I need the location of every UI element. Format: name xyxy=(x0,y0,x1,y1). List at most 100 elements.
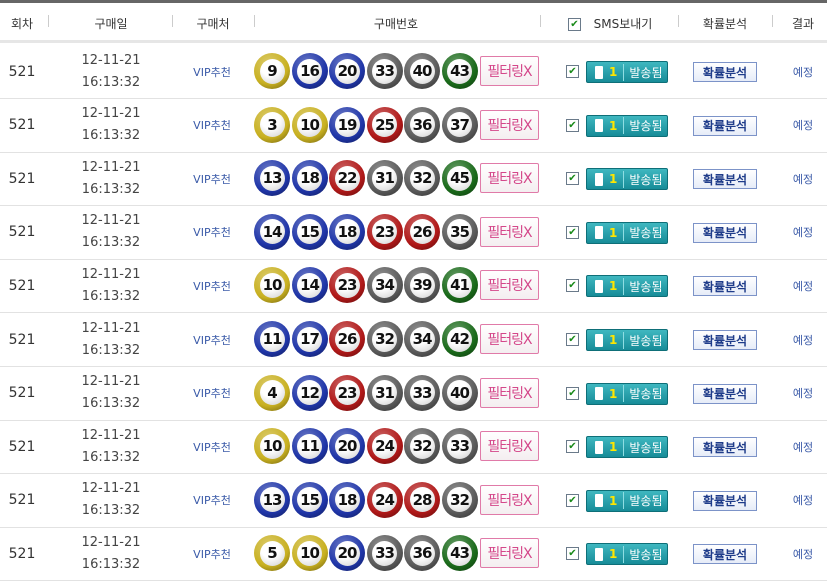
sms-status-badge[interactable]: 1 발송됨 xyxy=(586,168,668,191)
lotto-ball: 35 xyxy=(441,213,478,250)
lotto-ball-number: 32 xyxy=(409,165,435,191)
sms-status: 발송됨 xyxy=(623,331,662,349)
purchase-time: 16:13:32 xyxy=(81,503,141,519)
sms-status-badge[interactable]: 1 발송됨 xyxy=(586,275,668,298)
sms-status-badge[interactable]: 1 발송됨 xyxy=(586,489,668,512)
round: 521 xyxy=(8,331,36,348)
sms-checkbox[interactable]: ✔ xyxy=(566,225,579,239)
filter-button[interactable]: 필터링X xyxy=(480,163,539,194)
sms-status-badge[interactable]: 1 발송됨 xyxy=(586,543,668,566)
round: 521 xyxy=(8,438,36,455)
sms-checkbox[interactable]: ✔ xyxy=(566,386,579,400)
lotto-ball-number: 43 xyxy=(447,58,472,84)
shop-link[interactable]: VIP추천 xyxy=(193,494,231,508)
analysis-button[interactable]: 확률분석 xyxy=(693,330,757,350)
shop-link[interactable]: VIP추천 xyxy=(193,387,231,401)
lotto-ball: 45 xyxy=(441,160,478,197)
select-all-sms-checkbox[interactable]: ✔ xyxy=(568,18,581,31)
analysis-button[interactable]: 확률분석 xyxy=(693,115,757,136)
lotto-ball-number: 20 xyxy=(334,58,360,84)
shop-link[interactable]: VIP추천 xyxy=(193,440,231,454)
sms-checkbox[interactable]: ✔ xyxy=(566,118,579,132)
lotto-ball: 10 xyxy=(254,267,290,304)
analysis-button[interactable]: 확률분석 xyxy=(693,383,757,404)
lotto-ball: 18 xyxy=(329,213,365,250)
header-divider xyxy=(678,15,679,27)
header-result: 결과 xyxy=(791,17,815,31)
lotto-ball: 15 xyxy=(291,481,328,518)
sms-count: 1 xyxy=(609,333,618,347)
sms-checkbox[interactable]: ✔ xyxy=(566,172,579,186)
round: 521 xyxy=(8,545,36,562)
analysis-button[interactable]: 확률분석 xyxy=(693,169,757,190)
lotto-ball-number: 15 xyxy=(297,487,322,513)
analysis-button[interactable]: 확률분석 xyxy=(693,222,757,243)
filter-button[interactable]: 필터링X xyxy=(480,109,539,140)
purchase-time: 16:13:32 xyxy=(81,288,141,304)
sms-checkbox[interactable]: ✔ xyxy=(566,547,579,561)
shop-link[interactable]: VIP추천 xyxy=(193,65,231,79)
round: 521 xyxy=(8,224,36,241)
sms-status-badge[interactable]: 1 발송됨 xyxy=(586,221,668,244)
filter-button[interactable]: 필터링X xyxy=(480,377,539,408)
filter-button[interactable]: 필터링X xyxy=(480,538,539,569)
filter-button[interactable]: 필터링X xyxy=(480,56,539,86)
sms-status-badge[interactable]: 1 발송됨 xyxy=(586,61,668,83)
lotto-ball: 34 xyxy=(404,321,440,357)
sms-count: 1 xyxy=(609,440,618,455)
shop-link[interactable]: VIP추천 xyxy=(193,226,231,240)
lotto-ball-number: 40 xyxy=(447,380,472,406)
lotto-ball-number: 13 xyxy=(259,165,285,191)
filter-button[interactable]: 필터링X xyxy=(480,431,539,462)
sms-status-badge[interactable]: 1 발송됨 xyxy=(586,114,668,137)
filter-button[interactable]: 필터링X xyxy=(480,484,539,515)
lotto-ball: 20 xyxy=(329,428,365,465)
lotto-ball: 33 xyxy=(441,428,478,465)
filter-button[interactable]: 필터링X xyxy=(480,216,539,247)
lotto-ball: 36 xyxy=(404,535,440,572)
lotto-ball: 23 xyxy=(366,213,403,250)
lotto-ball-number: 13 xyxy=(259,487,285,513)
lotto-ball-number: 16 xyxy=(297,58,322,84)
filter-button[interactable]: 필터링X xyxy=(480,270,539,301)
lotto-ball-number: 36 xyxy=(409,112,435,138)
sms-checkbox[interactable]: ✔ xyxy=(566,279,579,293)
lotto-ball-number: 15 xyxy=(297,219,322,245)
lotto-ball: 26 xyxy=(329,321,365,357)
result-status: 예정 xyxy=(792,494,814,508)
shop-link[interactable]: VIP추천 xyxy=(193,333,231,347)
analysis-button[interactable]: 확률분석 xyxy=(693,490,757,511)
shop-link[interactable]: VIP추천 xyxy=(193,172,231,186)
sms-checkbox[interactable]: ✔ xyxy=(566,65,579,78)
sms-status-badge[interactable]: 1 발송됨 xyxy=(586,329,668,351)
analysis-button[interactable]: 확률분석 xyxy=(693,62,757,82)
filter-button[interactable]: 필터링X xyxy=(480,324,539,354)
sms-status: 발송됨 xyxy=(623,438,662,456)
phone-icon xyxy=(595,279,603,293)
analysis-button[interactable]: 확률분석 xyxy=(693,544,757,565)
analysis-button[interactable]: 확률분석 xyxy=(693,276,757,297)
lotto-ball-number: 32 xyxy=(372,326,397,352)
sms-checkbox[interactable]: ✔ xyxy=(566,333,579,346)
result-status: 예정 xyxy=(792,387,814,401)
shop-link[interactable]: VIP추천 xyxy=(193,279,231,293)
lotto-ball: 33 xyxy=(366,535,403,572)
purchase-datetime: 12-11-21 16:13:32 xyxy=(81,318,140,362)
shop-link[interactable]: VIP추천 xyxy=(193,119,231,133)
round: 521 xyxy=(8,170,36,187)
purchase-time: 16:13:32 xyxy=(81,556,141,572)
lotto-ball-number: 20 xyxy=(334,540,360,566)
shop-link[interactable]: VIP추천 xyxy=(193,547,231,561)
result-status: 예정 xyxy=(792,65,814,79)
sms-status-badge[interactable]: 1 발송됨 xyxy=(586,382,668,405)
lotto-ball: 10 xyxy=(291,535,328,572)
lotto-ball: 15 xyxy=(291,213,328,250)
sms-checkbox[interactable]: ✔ xyxy=(566,493,579,507)
sms-status-badge[interactable]: 1 발송됨 xyxy=(586,436,668,459)
sms-checkbox[interactable]: ✔ xyxy=(566,440,579,454)
result-status: 예정 xyxy=(792,279,814,293)
lotto-ball: 23 xyxy=(329,374,365,411)
table-row: 521 12-11-21 16:13:32 VIP추천 10 11 20 24 32 33 … xyxy=(0,420,827,475)
lotto-ball: 9 xyxy=(254,53,290,89)
analysis-button[interactable]: 확률분석 xyxy=(693,437,757,458)
